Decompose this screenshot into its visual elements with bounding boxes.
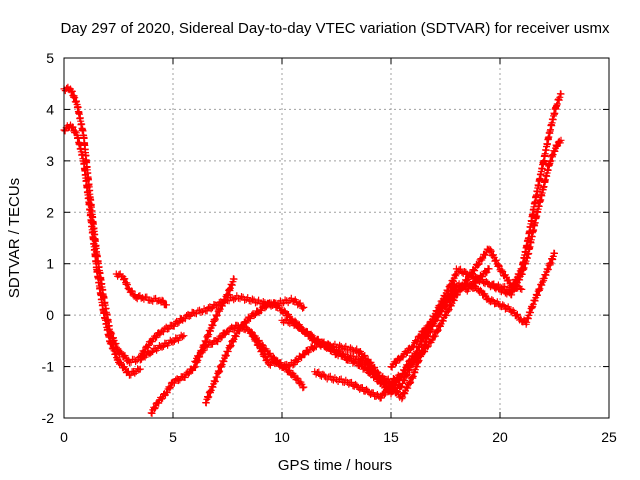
- x-tick-label: 10: [274, 429, 290, 445]
- ticks-layer: 0 5 10 15 20 25 -2 -1 0 1 2 3 4 5: [42, 50, 617, 445]
- y-tick-label: -2: [42, 410, 55, 426]
- x-tick-label: 0: [60, 429, 68, 445]
- x-tick-label: 20: [492, 429, 508, 445]
- y-tick-label: 2: [46, 204, 54, 220]
- data-series-track-8: [248, 329, 308, 392]
- grid-layer: [64, 58, 609, 418]
- y-tick-label: 1: [46, 256, 54, 272]
- y-tick-label: 3: [46, 153, 54, 169]
- marks-layer: [60, 83, 565, 417]
- y-tick-label: -1: [42, 359, 55, 375]
- x-tick-label: 5: [169, 429, 177, 445]
- data-series-track-11: [387, 249, 558, 371]
- y-axis-label: SDTVAR / TECUs: [6, 178, 23, 298]
- plot-frame: [63, 57, 610, 419]
- data-series-track-3: [112, 270, 170, 309]
- data-series-track-14: [485, 136, 565, 299]
- y-tick-label: 4: [46, 101, 54, 117]
- x-tick-label: 25: [601, 429, 617, 445]
- data-series-track-10: [311, 368, 406, 402]
- y-tick-label: 0: [46, 307, 54, 323]
- y-tick-label: 5: [46, 50, 54, 66]
- x-axis-label: GPS time / hours: [278, 457, 392, 474]
- chart-title: Day 297 of 2020, Sidereal Day-to-day VTE…: [60, 20, 610, 37]
- x-tick-label: 15: [383, 429, 399, 445]
